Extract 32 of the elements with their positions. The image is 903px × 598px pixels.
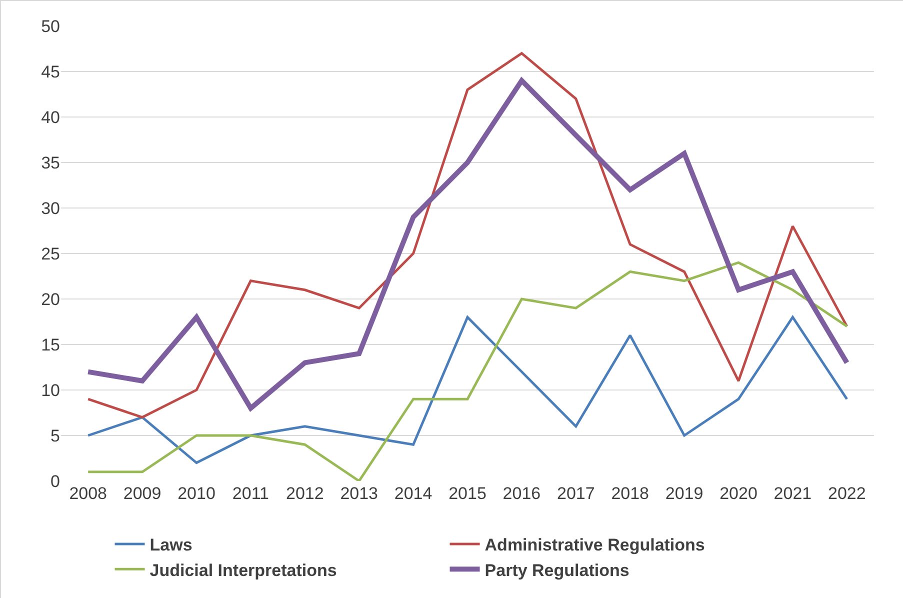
x-tick-label: 2010: [178, 484, 216, 503]
legend-label: Party Regulations: [484, 560, 630, 580]
y-tick-label: 5: [50, 426, 60, 446]
x-tick-label: 2018: [611, 484, 650, 503]
x-tick-label: 2017: [556, 484, 595, 503]
line-series: [86, 316, 848, 464]
y-tick-label: 45: [41, 62, 60, 82]
x-tick-label: 2022: [828, 484, 866, 503]
x-tick-label: 2020: [720, 484, 758, 503]
y-tick-label: 40: [41, 108, 60, 127]
legend-label: Judicial Interpretations: [150, 560, 337, 580]
x-tick-label: 2008: [69, 484, 108, 503]
legend-label: Administrative Regulations: [484, 536, 705, 555]
x-tick-label: 2012: [286, 484, 324, 503]
y-tick-label: 20: [41, 290, 60, 309]
y-tick-label: 15: [41, 335, 60, 354]
y-tick-label: 25: [41, 244, 60, 264]
x-tick-label: 2014: [394, 484, 432, 503]
line-series: [86, 261, 848, 481]
y-tick-label: 10: [41, 380, 60, 400]
x-tick-label: 2009: [123, 484, 162, 503]
x-tick-label: 2016: [502, 484, 541, 503]
x-tick-label: 2013: [340, 484, 378, 503]
y-tick-label: 0: [50, 472, 60, 491]
y-tick-label: 50: [41, 16, 60, 36]
x-tick-label: 2021: [774, 484, 812, 503]
y-tick-label: 30: [41, 198, 60, 218]
x-tick-label: 2011: [232, 484, 269, 503]
y-tick-label: 35: [41, 153, 60, 172]
x-tick-label: 2015: [448, 484, 486, 503]
legend-label: Laws: [150, 536, 192, 555]
x-tick-label: 2019: [665, 484, 704, 503]
